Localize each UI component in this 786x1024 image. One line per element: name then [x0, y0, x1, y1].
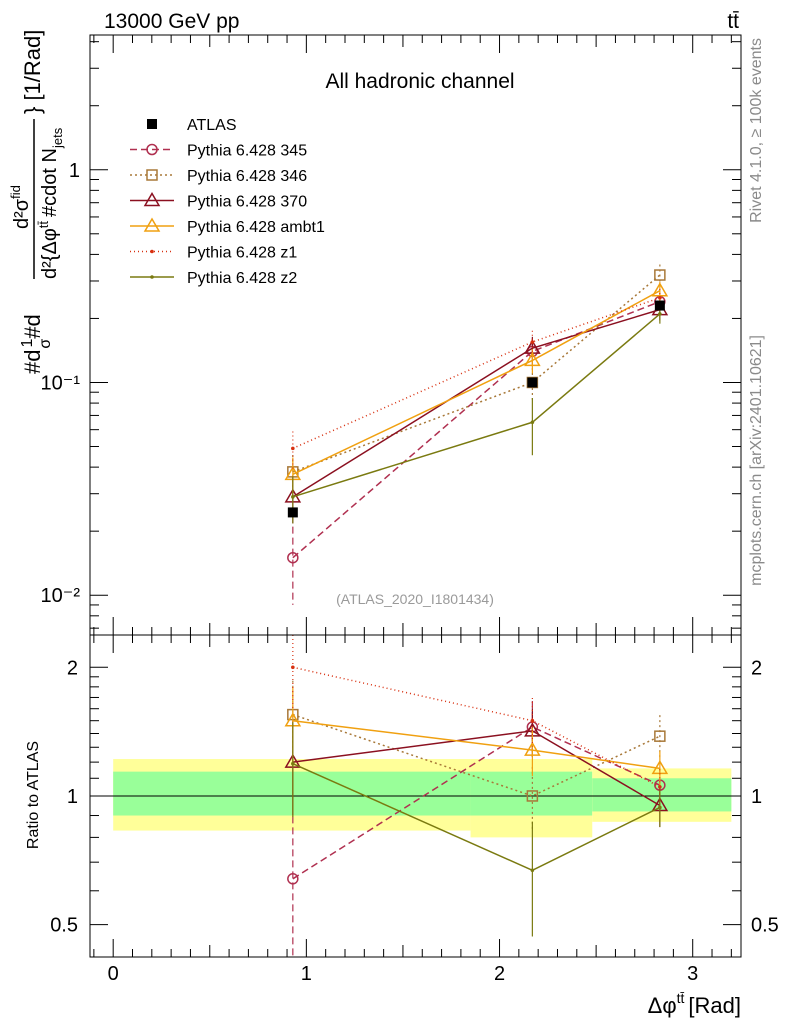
series-marker-1 — [654, 269, 666, 281]
y-tick-label: 10⁻² — [41, 585, 81, 607]
legend-label-1: Pythia 6.428 346 — [187, 168, 307, 185]
svg-text:} [1/Rad]: } [1/Rad] — [20, 30, 45, 114]
ratio-plot-panel: 0 1 2 3 0.5 0.5 1 1 2 2 — [50, 634, 779, 985]
series-marker-5 — [530, 420, 535, 425]
legend-marker-0 — [146, 143, 158, 156]
ratio-y-tick-label-right: 0.5 — [751, 915, 779, 937]
legend-marker-5 — [150, 275, 154, 279]
ratio-marker-4 — [530, 718, 535, 723]
ratio-y-tick-label-left: 1 — [67, 786, 78, 808]
legend-marker-atlas — [147, 119, 157, 129]
series-line-1 — [292, 274, 661, 473]
legend-marker-3 — [143, 217, 161, 232]
ratio-marker-5 — [530, 868, 535, 873]
legend: ATLAS Pythia 6.428 345 Pythia 6.428 346 Pyt… — [130, 117, 325, 287]
series-marker-5 — [291, 495, 295, 499]
data-point-atlas — [527, 377, 538, 388]
legend-marker-4 — [150, 249, 154, 254]
legend-label-3: Pythia 6.428 ambt1 — [187, 219, 325, 236]
x-axis-label: Δφtt̄ [Rad] — [648, 990, 741, 1018]
ratio-y-axis-label: Ratio to ATLAS — [25, 741, 42, 849]
ratio-y-tick-label-right: 2 — [751, 657, 762, 679]
ratio-marker-4 — [658, 785, 662, 789]
ratio-marker-5 — [291, 761, 295, 766]
header-right: tt̄ — [727, 10, 739, 33]
ratio-line-0 — [292, 726, 661, 880]
ratio-marker-5 — [658, 805, 662, 810]
series-marker-3 — [651, 282, 669, 297]
ratio-marker-3 — [524, 741, 541, 756]
y-tick-label: 1 — [69, 160, 80, 182]
data-point-atlas — [654, 300, 665, 311]
series-marker-5 — [658, 312, 662, 316]
ratio-band-stat — [592, 778, 732, 812]
series-marker-4 — [658, 296, 662, 300]
legend-label-4: Pythia 6.428 z1 — [187, 245, 297, 262]
ratio-marker-0 — [287, 873, 299, 885]
side-label-bottom: mcplots.cern.ch [arXiv:2401.10621] — [748, 335, 765, 586]
legend-label-5: Pythia 6.428 z2 — [187, 270, 297, 287]
ratio-y-tick-label-left: 2 — [67, 657, 78, 679]
legend-label-2: Pythia 6.428 370 — [187, 194, 307, 211]
data-point-atlas — [287, 507, 298, 518]
ratio-band-stat — [470, 771, 593, 816]
main-y-axis-label: #d1σ#d d²σfid d²{Δφtt̄#cdot Njets } [1/R… — [8, 30, 65, 374]
series-marker-3 — [524, 351, 541, 367]
legend-label-atlas: ATLAS — [187, 117, 237, 134]
ratio-marker-4 — [291, 665, 295, 670]
ratio-marker-1 — [526, 790, 539, 802]
x-tick-label: 0 — [108, 963, 119, 985]
analysis-label: (ATLAS_2020_I1801434) — [336, 591, 494, 607]
legend-label-0: Pythia 6.428 345 — [187, 143, 307, 160]
ratio-marker-1 — [654, 730, 666, 742]
ratio-y-tick-label-right: 1 — [751, 786, 762, 808]
main-plot-panel: 10⁻² 10⁻¹ 1 All hadronic channel (ATLAS_20… — [41, 34, 742, 636]
legend-marker-2 — [143, 192, 161, 207]
x-tick-label: 3 — [687, 963, 698, 985]
series-marker-4 — [291, 446, 295, 451]
chart-title: All hadronic channel — [325, 70, 514, 93]
header-left: 13000 GeV pp — [104, 10, 239, 33]
x-tick-label: 1 — [301, 963, 312, 985]
legend-marker-1 — [146, 169, 158, 181]
svg-text:#d1σ#d: #d1σ#d — [19, 314, 54, 374]
series-line-5 — [292, 313, 661, 498]
svg-text:d²σfid: d²σfid — [8, 185, 33, 229]
side-label-top: Rivet 4.1.0, ≥ 100k events — [748, 38, 765, 223]
ratio-y-tick-label-left: 0.5 — [50, 915, 78, 937]
y-tick-label: 10⁻¹ — [41, 372, 81, 394]
x-tick-label: 2 — [494, 963, 505, 985]
series-marker-0 — [287, 551, 299, 564]
svg-text:d²{Δφtt̄#cdot Njets: d²{Δφtt̄#cdot Njets — [36, 127, 65, 279]
series-marker-4 — [530, 340, 535, 344]
series-line-0 — [292, 300, 661, 559]
series-line-4 — [292, 297, 661, 450]
ratio-band-stat — [113, 771, 471, 816]
ratio-line-1 — [292, 713, 661, 797]
